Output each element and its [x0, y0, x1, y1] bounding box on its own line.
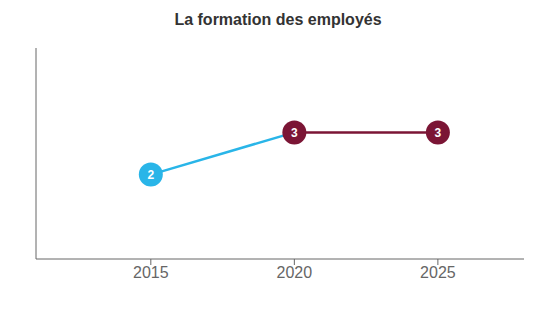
- svg-text:3: 3: [435, 126, 442, 140]
- svg-text:2020: 2020: [277, 264, 313, 281]
- html-text:La formation des employés: La formation des employés: [174, 11, 382, 28]
- svg-text:2025: 2025: [420, 264, 456, 281]
- svg-text:2: 2: [147, 168, 154, 182]
- svg-text:3: 3: [291, 126, 298, 140]
- svg-text:2015: 2015: [133, 264, 169, 281]
